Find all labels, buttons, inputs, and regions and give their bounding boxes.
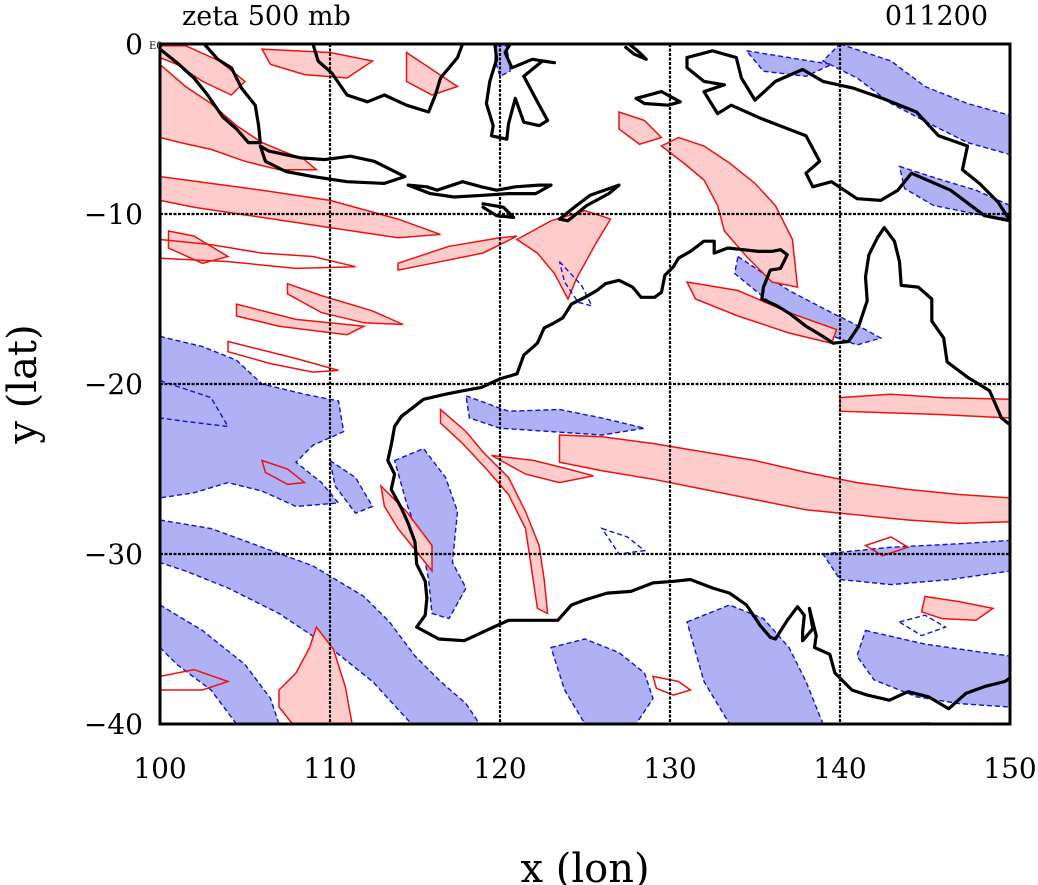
- positive-vorticity-region-4: [235, 303, 367, 336]
- negative-vorticity-region-15: [744, 49, 834, 78]
- x-tick-label-110: 110: [303, 752, 356, 785]
- coastline-layer: [160, 44, 1010, 724]
- positive-vorticity-region-6: [515, 209, 612, 301]
- coastline-java: [258, 144, 407, 185]
- positive-vorticity-region-12: [491, 454, 594, 484]
- positive-vorticity-region-1: [160, 175, 441, 239]
- coastline-sumba: [481, 202, 516, 219]
- negative-vorticity-region-3: [160, 519, 481, 724]
- coastline-lesser-sundas: [406, 180, 553, 199]
- negative-vorticity-region-1: [160, 379, 230, 428]
- positive-vorticity-region-10: [405, 51, 460, 96]
- coastline-timor: [557, 183, 621, 223]
- positive-contour-2: [260, 459, 307, 486]
- coastline-borneo: [311, 44, 465, 114]
- positive-contour-1: [227, 340, 339, 373]
- positive-contour-3: [160, 668, 231, 691]
- positive-vorticity-region-14: [839, 393, 1010, 419]
- y-tick-label-m30: −30: [84, 538, 143, 571]
- y-tick-label-m40: −40: [84, 708, 143, 741]
- positive-vorticity-region-15: [379, 483, 433, 574]
- coastline-seram: [634, 89, 682, 107]
- x-tick-label-100: 100: [133, 752, 186, 785]
- coastline-sumatra: [160, 44, 262, 145]
- negative-contour-1: [600, 527, 647, 555]
- x-tick-label-130: 130: [643, 752, 696, 785]
- positive-vorticity-region-17: [278, 625, 353, 724]
- coastline-australia: [399, 226, 1010, 427]
- y-tick-layer: 0 −10 −20 −30 −40: [84, 28, 143, 741]
- coastline-australia-west-south: [386, 414, 1010, 711]
- coastline-halmahera: [624, 44, 648, 61]
- positive-contour-0: [160, 238, 356, 270]
- negative-vorticity-region-13: [328, 458, 374, 515]
- y-tick-label-m20: −20: [84, 368, 143, 401]
- negative-vorticity-region-12: [465, 394, 645, 436]
- positive-vorticity-region-2: [167, 230, 230, 265]
- negative-contour-0: [558, 261, 594, 307]
- plot-area: [160, 44, 1010, 724]
- exponent-label: E0: [149, 41, 163, 52]
- x-axis-label: x (lon): [520, 846, 649, 885]
- gridline-layer: [160, 44, 1010, 724]
- positive-vorticity-region-9: [618, 110, 663, 146]
- x-tick-label-140: 140: [813, 752, 866, 785]
- negative-vorticity-region-0: [160, 335, 345, 508]
- negative-vorticity-region-8: [856, 629, 1010, 708]
- plot-title-left: zeta 500 mb: [182, 1, 351, 32]
- positive-vorticity-region-11: [439, 407, 549, 615]
- negative-contour-2: [897, 614, 948, 637]
- positive-vorticity-region-19: [260, 48, 375, 79]
- plot-title-right: 011200: [885, 1, 988, 32]
- y-tick-label-m10: −10: [84, 198, 143, 231]
- x-tick-label-120: 120: [473, 752, 526, 785]
- negative-vorticity-region-6: [686, 604, 824, 724]
- contour-line-layer: [160, 238, 948, 696]
- y-axis-label: y (lat): [0, 324, 46, 444]
- coastline-new-guinea: [685, 49, 1010, 223]
- negative-vorticity-region-7: [821, 539, 1010, 586]
- plot-frame: [158, 42, 1012, 726]
- y-tick-label-0: 0: [125, 28, 143, 61]
- negative-vorticity-region-4: [160, 604, 280, 724]
- x-tick-layer: 100 110 120 130 140 150: [133, 752, 1036, 785]
- positive-contour-4: [651, 675, 693, 696]
- positive-vorticity-region-7: [660, 136, 799, 289]
- positive-vorticity-region-18: [160, 44, 247, 96]
- positive-vorticity-region-16: [920, 595, 995, 622]
- negative-vorticity-region-5: [550, 638, 654, 724]
- positive-contour-5: [863, 536, 910, 557]
- x-tick-label-150: 150: [983, 752, 1036, 785]
- coastline-sulawesi: [484, 44, 557, 141]
- negative-vorticity-region-10: [821, 44, 1010, 156]
